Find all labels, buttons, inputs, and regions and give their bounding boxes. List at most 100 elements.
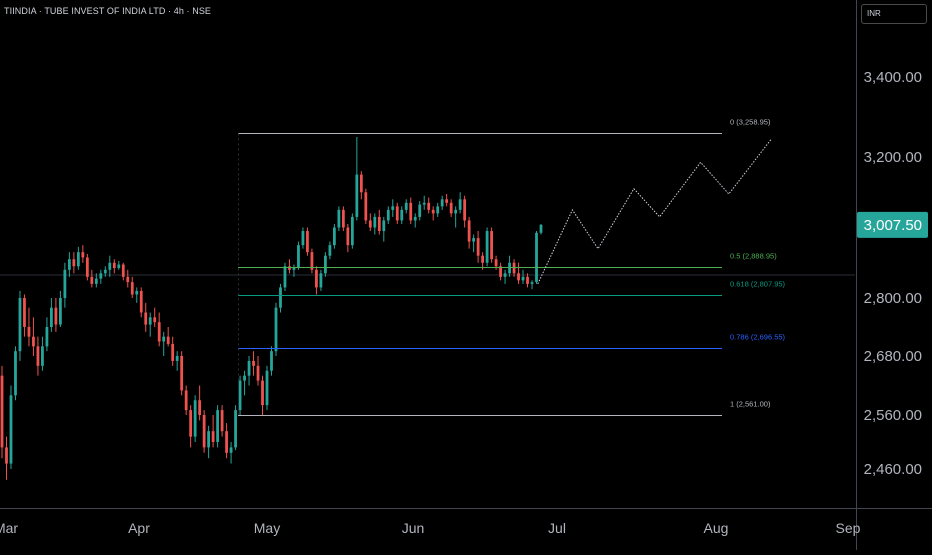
- candle-body: [58, 298, 62, 325]
- candle-body: [458, 199, 462, 210]
- candle: [337, 206, 341, 232]
- candle-body: [292, 268, 296, 270]
- candle-body: [211, 431, 215, 442]
- candle-body: [503, 273, 507, 277]
- candle: [301, 227, 305, 249]
- candle: [391, 199, 395, 217]
- candle: [18, 290, 22, 361]
- candle-body: [539, 224, 543, 233]
- candle-body: [153, 317, 157, 323]
- candle: [103, 266, 107, 277]
- candle: [458, 192, 462, 214]
- candle-body: [85, 257, 89, 277]
- candle: [297, 241, 300, 270]
- candle-body: [117, 264, 121, 269]
- candle: [198, 385, 202, 421]
- candle: [261, 375, 264, 415]
- candle-body: [94, 278, 98, 284]
- candle-body: [220, 410, 224, 432]
- candle-body: [103, 269, 107, 274]
- candle-body: [297, 245, 300, 269]
- candle-body: [535, 232, 538, 283]
- candle: [279, 283, 282, 313]
- projection-path[interactable]: [537, 138, 772, 285]
- projection-line[interactable]: [537, 138, 772, 285]
- candle-body: [175, 356, 179, 361]
- candle-body: [454, 209, 458, 214]
- candle: [202, 410, 206, 453]
- candle: [108, 255, 112, 277]
- candle: [63, 262, 67, 308]
- candle-body: [310, 252, 314, 270]
- candle: [184, 385, 188, 415]
- candle: [409, 197, 413, 224]
- candle: [94, 273, 98, 288]
- candle-body: [130, 282, 134, 295]
- candle: [427, 197, 431, 214]
- candle-body: [9, 395, 13, 464]
- candle: [359, 171, 363, 200]
- candle: [440, 195, 444, 210]
- candle: [27, 307, 31, 347]
- candle: [234, 405, 237, 451]
- time-axis[interactable]: Mar Apr May Jun Jul Aug Sep: [0, 520, 861, 536]
- candle: [535, 231, 538, 284]
- candle: [490, 227, 493, 263]
- candle: [171, 336, 175, 366]
- price-tick: 3,400.00: [864, 69, 922, 86]
- candle: [346, 223, 350, 253]
- candle: [472, 234, 476, 253]
- candle-body: [319, 273, 323, 288]
- fib-level-label: 0.5 (2,888.95): [730, 252, 777, 261]
- candle-body: [404, 202, 408, 210]
- price-tick: 2,560.00: [864, 407, 922, 424]
- candle: [238, 375, 242, 415]
- candle-body: [530, 282, 534, 284]
- candle: [90, 269, 94, 288]
- candle: [9, 385, 13, 469]
- candle: [539, 223, 543, 235]
- candle: [76, 246, 80, 270]
- candle-body: [148, 317, 152, 325]
- time-tick: May: [254, 520, 280, 536]
- candle-body: [76, 252, 80, 267]
- candle-body: [521, 276, 525, 281]
- candle-body: [481, 255, 485, 263]
- candle-body: [463, 199, 467, 221]
- candle: [431, 206, 435, 221]
- fib-retracement[interactable]: 0 (3,258.95) 0.5 (2,888.95) 0.618 (2,807.9…: [238, 118, 786, 416]
- time-tick: Aug: [704, 520, 729, 536]
- candle-body: [332, 227, 336, 246]
- candle: [274, 302, 278, 356]
- candle-body: [400, 209, 404, 221]
- candle: [373, 213, 377, 235]
- candle-body: [418, 204, 422, 217]
- candle-body: [108, 262, 112, 270]
- candle: [364, 188, 368, 224]
- candle-body: [386, 209, 390, 221]
- candle-body: [306, 231, 309, 253]
- candle-body: [350, 216, 354, 246]
- candle: [41, 336, 44, 371]
- candle: [517, 262, 520, 284]
- price-tick: 3,200.00: [864, 149, 922, 166]
- candle: [112, 259, 116, 274]
- candle-body: [485, 231, 489, 263]
- candle: [292, 264, 296, 277]
- candle-body: [337, 209, 341, 228]
- candle: [503, 269, 507, 284]
- candle: [422, 195, 426, 210]
- fib-level-label: 0.786 (2,696.55): [730, 333, 786, 342]
- candle-body: [431, 209, 435, 214]
- candle: [126, 269, 130, 288]
- candle-body: [72, 259, 76, 267]
- candle-body: [50, 307, 53, 327]
- candle: [157, 312, 161, 347]
- currency-button[interactable]: INR: [861, 4, 927, 24]
- candle-body: [14, 351, 17, 396]
- price-axis[interactable]: 3,400.00 3,200.00 2,800.00 2,680.00 2,560.00…: [864, 69, 922, 478]
- candle: [67, 252, 71, 277]
